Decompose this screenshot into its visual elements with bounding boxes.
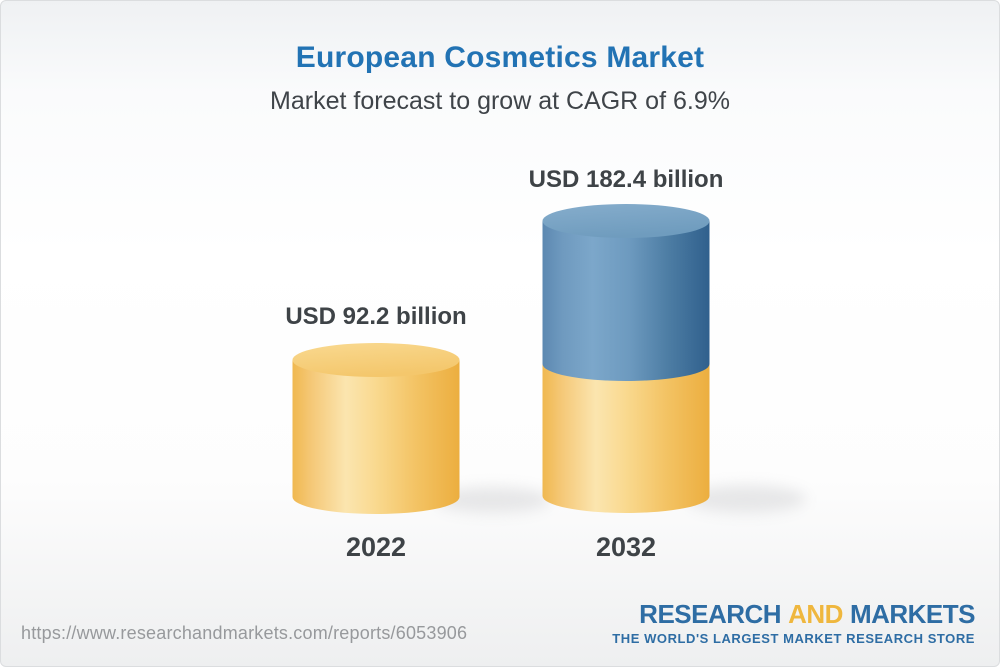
cylinder-2032-growth [542,204,710,381]
chart-subtitle: Market forecast to grow at CAGR of 6.9% [270,87,730,115]
cylinder-2032-base [542,364,710,513]
logo-word-markets: MARKETS [849,599,976,629]
logo-word-and: AND [788,599,843,629]
logo-word-research: RESEARCH [639,599,782,629]
cylinder-2022 [292,343,460,514]
value-label-2022: USD 92.2 billion [285,303,467,330]
chart-title: European Cosmetics Market [295,41,705,74]
report-url[interactable]: https://www.researchandmarkets.com/repor… [21,623,468,643]
research-and-markets-logo: RESEARCH AND MARKETS THE WORLD'S LARGEST M… [612,601,975,646]
value-label-2032: USD 182.4 billion [528,166,724,193]
category-label-2022: 2022 [345,532,407,562]
shadow-2022 [435,487,551,513]
shadow-2032 [686,485,806,513]
category-label-2032: 2032 [595,532,657,562]
logo-tagline: THE WORLD'S LARGEST MARKET RESEARCH STOR… [612,631,975,646]
logo-wordmark: RESEARCH AND MARKETS [612,601,975,627]
